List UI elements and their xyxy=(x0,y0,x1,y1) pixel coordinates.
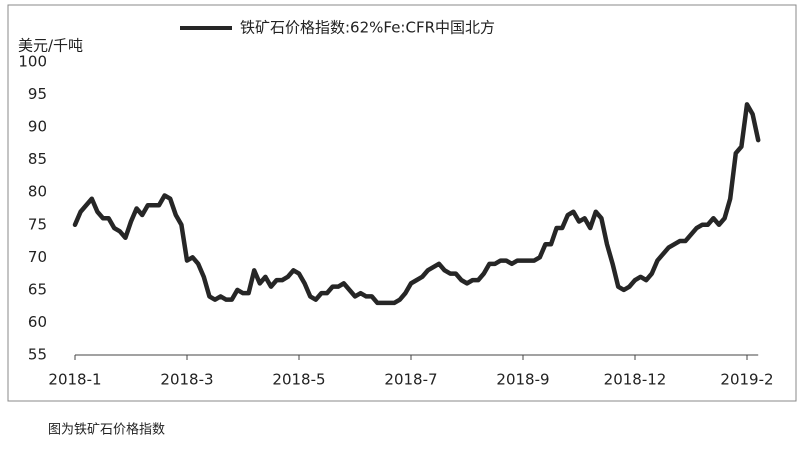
x-tick-label: 2018-12 xyxy=(604,371,667,389)
x-tick-label: 2018-7 xyxy=(384,371,437,389)
y-tick-label: 80 xyxy=(28,183,47,201)
frame xyxy=(7,4,797,402)
legend-label: 铁矿石价格指数:62%Fe:CFR中国北方 xyxy=(240,19,495,37)
x-tick-label: 2018-5 xyxy=(272,371,325,389)
y-tick-label: 95 xyxy=(28,85,47,103)
x-tick-label: 2018-3 xyxy=(160,371,213,389)
y-axis-label: 美元/千吨 xyxy=(18,37,83,55)
line-series xyxy=(72,102,761,306)
x-tick-label: 2018-1 xyxy=(48,371,101,389)
x-tick-label: 2018-9 xyxy=(496,371,549,389)
y-tick-label: 85 xyxy=(28,150,47,168)
x-tick-label: 2019-2 xyxy=(720,371,773,389)
y-tick-label: 90 xyxy=(28,118,47,136)
y-tick-label: 55 xyxy=(28,346,47,364)
y-tick-label: 65 xyxy=(28,280,47,298)
caption: 图为铁矿石价格指数 xyxy=(48,422,165,438)
y-tick-label: 70 xyxy=(28,248,47,266)
y-tick-label: 100 xyxy=(18,53,47,71)
y-tick-label: 60 xyxy=(28,313,47,331)
y-tick-label: 75 xyxy=(28,215,47,233)
